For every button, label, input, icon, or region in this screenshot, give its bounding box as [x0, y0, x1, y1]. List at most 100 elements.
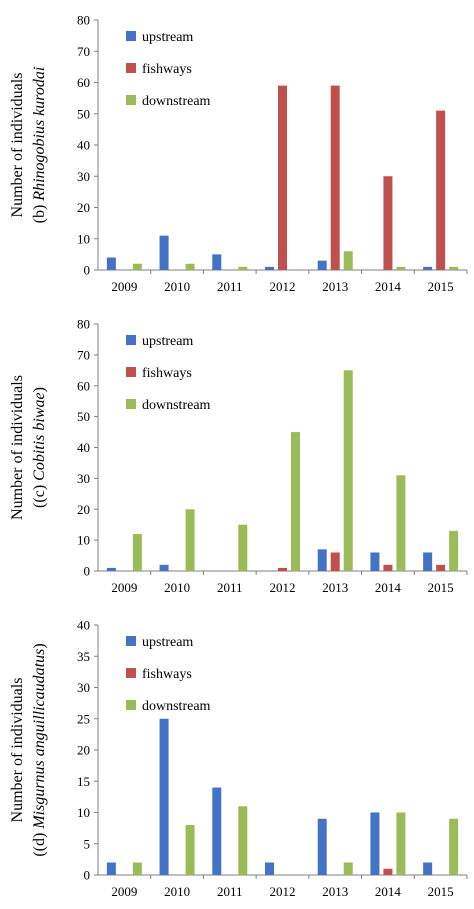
legend-swatch-upstream [126, 636, 136, 646]
y-axis-label-prefix: ((c) [31, 481, 48, 508]
y-tick-label: 5 [84, 836, 91, 851]
bar-downstream-2014 [396, 812, 406, 875]
bar-upstream-2013 [317, 549, 327, 571]
bar-upstream-2015 [423, 552, 433, 571]
bar-fishways-2012 [278, 85, 287, 270]
bar-upstream-2011 [212, 787, 222, 875]
x-tick-label: 2010 [164, 884, 190, 899]
y-tick-label: 15 [77, 774, 90, 789]
x-tick-label: 2011 [217, 884, 243, 899]
legend-label-fishways: fishways [142, 667, 192, 682]
bar-downstream-2015 [449, 818, 459, 875]
bar-downstream-2015 [449, 530, 459, 571]
x-tick-label: 2009 [111, 580, 137, 595]
legend-label-downstream: downstream [142, 699, 211, 714]
y-tick-label: 20 [77, 743, 90, 758]
bar-downstream-2010 [185, 825, 195, 875]
chart-panel-2: 0 10 20 30 40 50 60 70 80 2009 2010 2011 2012 2013 201… [9, 317, 468, 595]
bar-fishways-2013 [330, 85, 340, 270]
y-tick-label: 0 [84, 868, 91, 883]
bar-downstream-2014 [396, 475, 406, 571]
legend-swatch-downstream [126, 95, 136, 105]
x-tick-label: 2012 [270, 279, 296, 294]
bar-upstream-2010 [159, 235, 169, 270]
x-tick-label: 2010 [164, 279, 190, 294]
bar-upstream-2015 [423, 266, 433, 270]
bar-upstream-2012 [265, 266, 274, 270]
y-tick-label: 70 [77, 44, 90, 59]
bar-fishways-2012 [278, 567, 287, 571]
bar-fishways-2013 [330, 552, 340, 571]
bar-downstream-2009 [132, 533, 142, 571]
legend-swatch-fishways [126, 63, 136, 73]
legend-swatch-fishways [126, 668, 136, 678]
y-axis-label-species: Rhinogobius kurodai [31, 67, 48, 202]
bar-downstream-2010 [185, 509, 195, 571]
bar-downstream-2013 [343, 251, 353, 270]
bar-fishways-2015 [436, 110, 446, 270]
bar-downstream-2011 [238, 266, 248, 270]
bar-downstream-2009 [132, 862, 142, 875]
y-tick-label: 50 [77, 409, 90, 424]
y-tick-label: 30 [77, 680, 90, 695]
y-tick-label: 80 [77, 13, 90, 28]
y-tick-label: 70 [77, 347, 90, 362]
legend-label-upstream: upstream [142, 334, 193, 349]
x-tick-label: 2012 [270, 580, 296, 595]
x-tick-label: 2015 [428, 580, 454, 595]
y-tick-label: 10 [77, 533, 90, 548]
legend-label-downstream: downstream [142, 94, 211, 109]
y-axis-label-line2: (b) Rhinogobius kurodai [31, 67, 48, 224]
y-axis-label-line1: Number of individuals [9, 73, 26, 218]
bar-upstream-2013 [317, 818, 327, 875]
y-axis-label-prefix: ((d) [31, 829, 48, 857]
x-tick-label: 2014 [375, 884, 402, 899]
legend-label-upstream: upstream [142, 30, 193, 45]
y-tick-label: 20 [77, 502, 90, 517]
bar-downstream-2011 [238, 524, 248, 571]
bar-upstream-2009 [106, 567, 116, 571]
x-tick-label: 2009 [111, 884, 137, 899]
y-tick-label: 10 [77, 805, 90, 820]
x-tick-label: 2014 [375, 279, 402, 294]
y-axis-label-line2: ((c) Cobitis biwae) [31, 387, 48, 508]
legend-swatch-upstream [126, 31, 136, 41]
y-tick-label: 60 [77, 378, 90, 393]
y-axis-label-prefix: (b) [31, 201, 48, 224]
bar-fishways-2014 [383, 176, 393, 270]
y-axis-label-line2: ((d) Misgurnus anguillicaudatus) [31, 643, 48, 856]
x-tick-label: 2015 [428, 884, 454, 899]
legend-label-fishways: fishways [142, 366, 192, 381]
y-tick-label: 35 [77, 649, 90, 664]
y-tick-label: 0 [84, 263, 91, 278]
x-tick-label: 2011 [217, 279, 243, 294]
bar-upstream-2010 [159, 718, 169, 875]
bar-upstream-2009 [106, 862, 116, 875]
bar-downstream-2013 [343, 862, 353, 875]
legend-swatch-upstream [126, 335, 136, 345]
y-tick-label: 40 [77, 618, 90, 633]
legend-label-downstream: downstream [142, 398, 211, 413]
x-tick-label: 2011 [217, 580, 243, 595]
bar-fishways-2014 [383, 868, 393, 875]
bar-downstream-2012 [291, 432, 300, 571]
bar-upstream-2011 [212, 254, 222, 270]
y-tick-label: 30 [77, 471, 90, 486]
y-tick-label: 40 [77, 138, 90, 153]
legend-label-upstream: upstream [142, 635, 193, 650]
bar-upstream-2015 [423, 862, 433, 875]
bar-upstream-2012 [265, 862, 274, 875]
x-tick-label: 2009 [111, 279, 137, 294]
bar-fishways-2015 [436, 564, 446, 571]
x-tick-label: 2010 [164, 580, 190, 595]
legend-swatch-fishways [126, 367, 136, 377]
x-tick-label: 2014 [375, 580, 402, 595]
y-tick-label: 40 [77, 440, 90, 455]
bar-upstream-2014 [370, 812, 380, 875]
x-tick-label: 2015 [428, 279, 454, 294]
x-tick-label: 2013 [322, 884, 348, 899]
legend-swatch-downstream [126, 399, 136, 409]
bar-upstream-2014 [370, 552, 380, 571]
chart-panel-1: 0 10 20 30 40 50 60 70 80 2009 2010 2011 2012 2013 201… [9, 13, 468, 294]
y-tick-label: 30 [77, 169, 90, 184]
